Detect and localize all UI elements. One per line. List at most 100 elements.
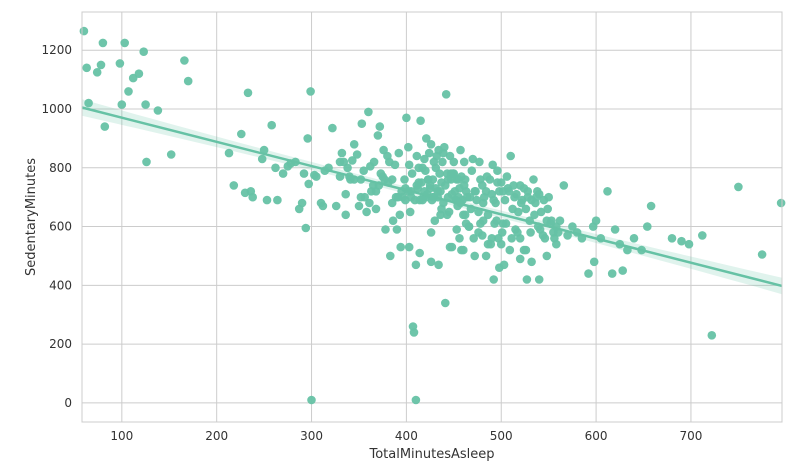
scatter-point <box>532 192 541 202</box>
scatter-point <box>341 210 351 220</box>
scatter-point <box>318 201 328 211</box>
scatter-point <box>100 122 110 131</box>
y-tick-labels: 0 200 400 600 800 1000 1200 <box>41 43 72 410</box>
data-points <box>79 26 786 405</box>
scatter-point <box>224 148 234 158</box>
scatter-point <box>552 239 561 249</box>
scatter-point <box>357 119 367 128</box>
scatter-point <box>497 228 507 237</box>
scatter-point <box>591 216 601 225</box>
scatter-point <box>529 175 538 184</box>
scatter-point <box>677 236 686 246</box>
scatter-point <box>373 131 383 140</box>
scatter-point <box>404 142 413 152</box>
scatter-point <box>356 192 366 202</box>
scatter-point <box>486 239 496 249</box>
scatter-point <box>396 242 406 252</box>
scatter-point <box>460 210 470 220</box>
scatter-point <box>341 189 351 199</box>
scatter-point <box>84 98 93 108</box>
scatter-point <box>141 100 150 109</box>
scatter-point <box>79 26 89 36</box>
scatter-point <box>120 38 129 48</box>
scatter-point <box>502 172 512 181</box>
scatter-point <box>423 175 433 184</box>
scatter-point <box>82 63 91 73</box>
scatter-point <box>229 181 239 190</box>
scatter-point <box>456 145 465 155</box>
scatter-point <box>117 100 127 109</box>
scatter-point <box>455 234 464 243</box>
scatter-point <box>426 140 436 149</box>
scatter-point <box>516 198 526 208</box>
scatter-point <box>589 257 599 267</box>
scatter-point <box>365 198 374 208</box>
scatter-point <box>469 234 479 243</box>
x-tick-label: 300 <box>300 429 323 443</box>
scatter-point <box>395 210 405 220</box>
scatter-point <box>306 87 315 96</box>
scatter-point <box>507 234 516 243</box>
scatter-point <box>394 148 404 158</box>
scatter-point <box>534 275 544 284</box>
scatter-point <box>96 60 106 70</box>
scatter-point <box>304 179 314 189</box>
regression-line-path <box>81 106 783 288</box>
scatter-point <box>362 207 371 217</box>
scatter-point <box>522 275 532 284</box>
scatter-point <box>643 222 652 231</box>
scatter-point <box>331 201 341 211</box>
scatter-point <box>237 129 246 139</box>
scatter-point <box>707 331 717 340</box>
scatter-point <box>459 181 469 190</box>
x-tick-label: 200 <box>205 429 228 443</box>
scatter-point <box>430 216 440 225</box>
scatter-point <box>390 160 400 170</box>
scatter-point <box>442 210 452 220</box>
scatter-point <box>352 150 362 159</box>
scatter-point <box>454 175 463 184</box>
scatter-point <box>386 251 395 261</box>
scatter-point <box>563 231 572 240</box>
scatter-point <box>301 223 311 233</box>
scatter-point <box>491 198 500 208</box>
y-tick-label: 1000 <box>41 102 72 116</box>
scatter-point <box>523 187 533 196</box>
scatter-point <box>349 140 359 149</box>
scatter-point <box>542 251 552 261</box>
scatter-point <box>248 192 257 202</box>
scatter-point <box>603 187 612 196</box>
scatter-point <box>404 160 414 170</box>
scatter-point <box>343 163 352 173</box>
scatter-point <box>467 166 477 175</box>
scatter-point <box>488 160 498 170</box>
scatter-point <box>513 228 522 237</box>
scatter-point <box>499 260 509 270</box>
scatter-point <box>421 166 430 175</box>
scatter-point <box>267 120 277 130</box>
scatter-point <box>312 172 321 181</box>
scatter-point <box>420 154 429 164</box>
y-tick-label: 1200 <box>41 43 72 57</box>
y-axis-label: SedentaryMinutes <box>24 158 39 276</box>
scatter-point <box>354 201 364 211</box>
scatter-point <box>303 134 313 143</box>
scatter-point <box>568 222 577 231</box>
scatter-point <box>139 47 148 56</box>
scatter-point <box>629 234 639 243</box>
scatter-point <box>414 163 424 173</box>
scatter-point <box>618 266 627 275</box>
scatter-point <box>441 90 451 99</box>
scatter-point <box>408 322 418 331</box>
scatter-point <box>527 257 536 267</box>
scatter-point <box>375 122 385 131</box>
scatter-point <box>481 251 491 261</box>
gridlines <box>82 12 782 422</box>
scatter-point <box>405 207 415 217</box>
x-tick-label: 600 <box>585 429 608 443</box>
scatter-point <box>471 187 480 196</box>
scatter-point <box>472 195 481 205</box>
scatter-point <box>387 198 397 208</box>
scatter-point <box>422 134 431 143</box>
scatter-point <box>364 107 373 117</box>
